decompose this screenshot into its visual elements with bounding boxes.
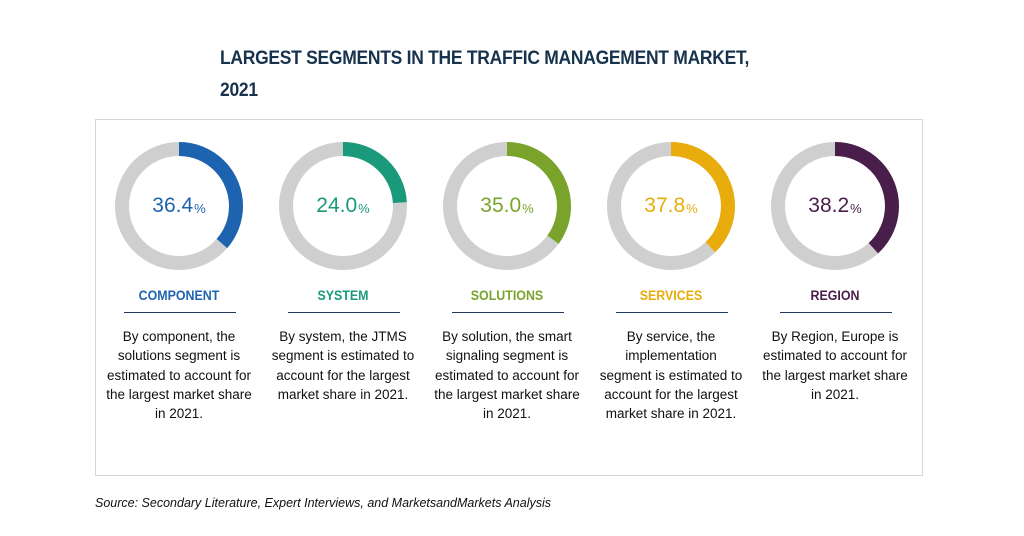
value-number: 38.2	[808, 194, 850, 217]
value-unit: %	[850, 201, 862, 216]
donut-value-label: 35.0%	[441, 140, 573, 272]
donut-value-label: 36.4%	[113, 140, 245, 272]
segment-region: 38.2% REGION By Region, Europe is estima…	[762, 120, 922, 475]
segments-panel: 36.4% COMPONENT By component, the soluti…	[95, 119, 923, 476]
divider	[288, 312, 400, 313]
segment-component: 36.4% COMPONENT By component, the soluti…	[106, 120, 266, 475]
value-number: 24.0	[316, 194, 358, 217]
value-unit: %	[522, 201, 534, 216]
segment-description: By Region, Europe is estimated to accoun…	[762, 329, 908, 402]
divider	[616, 312, 728, 313]
donut-value-label: 37.8%	[605, 140, 737, 272]
segment-description: By service, the implementation segment i…	[599, 329, 743, 422]
donut-value-arc	[115, 142, 243, 270]
value-number: 36.4	[152, 194, 194, 217]
segment-description: By system, the JTMS segment is estimated…	[271, 329, 415, 402]
divider	[780, 312, 892, 313]
donut-value-arc	[771, 142, 899, 270]
divider	[124, 312, 236, 313]
donut-chart	[279, 142, 407, 270]
donut-value-label: 24.0%	[277, 140, 409, 272]
source-note: Source: Secondary Literature, Expert Int…	[95, 496, 551, 510]
segment-system: 24.0% SYSTEM By system, the JTMS segment…	[270, 120, 430, 475]
donut-value-arc	[443, 142, 571, 270]
segment-description: By component, the solutions segment is e…	[106, 329, 252, 422]
segment-label: REGION	[810, 288, 860, 303]
value-unit: %	[686, 201, 698, 216]
segment-services: 37.8% SERVICES By service, the implement…	[598, 120, 758, 475]
divider	[452, 312, 564, 313]
value-unit: %	[358, 201, 370, 216]
donut-value-arc	[607, 142, 735, 270]
segment-label: SERVICES	[639, 288, 703, 303]
donut-chart	[443, 142, 571, 270]
segment-description: By solution, the smart signaling segment…	[434, 329, 580, 422]
donut-value-arc	[279, 142, 407, 270]
donut-value-label: 38.2%	[769, 140, 901, 272]
chart-title: LARGEST SEGMENTS IN THE TRAFFIC MANAGEME…	[220, 48, 750, 101]
value-number: 35.0	[480, 194, 522, 217]
donut-chart	[115, 142, 243, 270]
value-unit: %	[194, 201, 206, 216]
segment-label: SOLUTIONS	[470, 288, 544, 303]
donut-chart	[607, 142, 735, 270]
segment-label: COMPONENT	[138, 288, 220, 303]
value-number: 37.8	[644, 194, 686, 217]
donut-chart	[771, 142, 899, 270]
segment-solutions: 35.0% SOLUTIONS By solution, the smart s…	[434, 120, 594, 475]
segment-label: SYSTEM	[317, 288, 369, 303]
